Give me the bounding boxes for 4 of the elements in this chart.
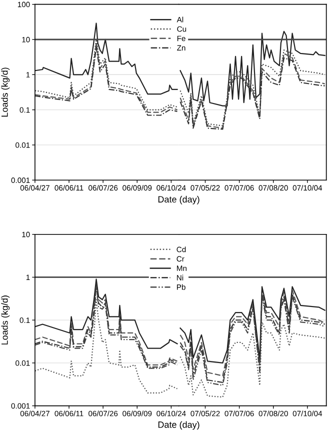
- x-axis-title: Date (day): [158, 421, 200, 430]
- x-axis-title: Date (day): [158, 196, 200, 204]
- y-axis-title: Loads (kg/d): [1, 296, 10, 344]
- y-axis-title: Loads (kg/d): [1, 68, 10, 117]
